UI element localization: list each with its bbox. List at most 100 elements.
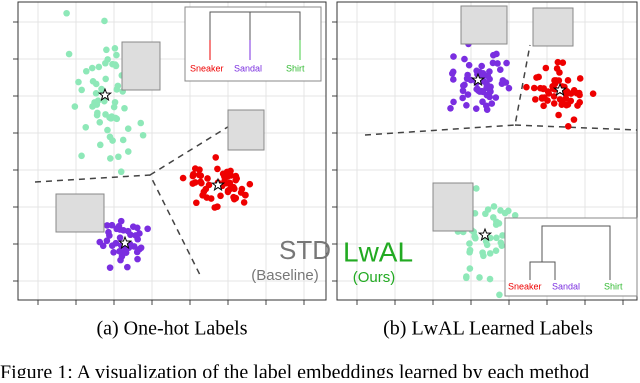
point — [496, 66, 504, 73]
point — [472, 105, 480, 112]
point — [482, 210, 489, 218]
point — [212, 154, 220, 161]
point — [450, 53, 457, 60]
point — [461, 55, 468, 63]
point — [537, 84, 544, 92]
point — [476, 274, 483, 281]
point — [486, 68, 493, 75]
method-label: LwAL — [343, 236, 413, 267]
point — [449, 76, 457, 83]
point — [544, 88, 552, 95]
point — [116, 234, 124, 241]
point — [110, 248, 117, 256]
point — [104, 126, 111, 134]
point — [465, 61, 473, 69]
dendrogram-inset: Sneaker Sandal Shirt — [504, 217, 638, 297]
point — [92, 89, 100, 97]
legend-label: Shirt — [286, 63, 305, 73]
point — [82, 67, 90, 75]
point — [472, 234, 479, 242]
point — [562, 90, 570, 98]
point — [575, 89, 583, 97]
point — [105, 228, 112, 236]
point — [459, 94, 466, 102]
point — [94, 97, 102, 104]
thumbnails — [55, 5, 574, 233]
point — [473, 67, 480, 75]
method-label: STD — [279, 235, 331, 265]
point — [106, 155, 114, 162]
point — [102, 75, 109, 83]
point — [144, 225, 151, 233]
point — [493, 218, 500, 226]
point — [179, 174, 187, 182]
point — [96, 141, 104, 149]
point — [551, 80, 559, 87]
point — [576, 75, 584, 82]
point — [490, 51, 497, 59]
point — [224, 188, 232, 196]
legend-label: Sneaker — [190, 63, 224, 73]
point — [111, 45, 119, 52]
point — [103, 46, 110, 54]
point — [113, 115, 121, 123]
point — [115, 222, 123, 230]
dendrogram-inset: Sneaker Sandal Shirt — [184, 6, 322, 82]
point — [535, 73, 542, 81]
panel-frame — [336, 1, 638, 301]
inset-frame — [184, 6, 322, 82]
point — [483, 241, 491, 249]
point — [214, 165, 221, 173]
centroid-star — [97, 87, 113, 102]
sandal-image — [55, 193, 105, 233]
point — [479, 98, 486, 106]
point — [480, 252, 487, 260]
point — [134, 255, 141, 263]
point — [466, 248, 473, 256]
point — [195, 171, 203, 179]
point — [496, 291, 503, 299]
point — [542, 64, 550, 72]
point — [563, 101, 570, 109]
centroid-star — [210, 177, 226, 192]
point — [576, 99, 584, 106]
legend-label: Shirt — [604, 281, 623, 291]
points — [63, 9, 597, 299]
point — [106, 114, 113, 121]
point — [223, 168, 231, 176]
point — [133, 248, 141, 256]
point — [464, 71, 471, 79]
point — [246, 180, 254, 188]
shirt-image — [121, 41, 161, 91]
point — [101, 17, 108, 25]
centroid-star — [470, 72, 486, 87]
point — [494, 60, 501, 67]
point — [104, 56, 111, 63]
point — [95, 63, 103, 71]
point — [478, 62, 485, 70]
point — [550, 100, 558, 107]
method-note: (Ours) — [353, 269, 396, 286]
point — [108, 221, 116, 229]
dendrogram — [529, 225, 611, 280]
point — [115, 153, 122, 161]
point — [124, 263, 131, 271]
point — [121, 104, 128, 112]
point — [75, 78, 82, 86]
sneaker-image — [227, 109, 265, 151]
point — [204, 175, 211, 182]
point — [89, 78, 97, 85]
point — [449, 68, 457, 76]
point — [464, 91, 472, 98]
centroid-star — [552, 82, 568, 97]
point — [459, 87, 467, 95]
point — [530, 84, 538, 92]
point — [82, 123, 90, 131]
boundary — [364, 44, 638, 136]
sneaker-image — [460, 5, 508, 45]
panel-caption: (b) LwAL Learned Labels — [383, 318, 593, 340]
point — [497, 207, 504, 214]
point — [129, 223, 137, 230]
point — [505, 84, 513, 92]
